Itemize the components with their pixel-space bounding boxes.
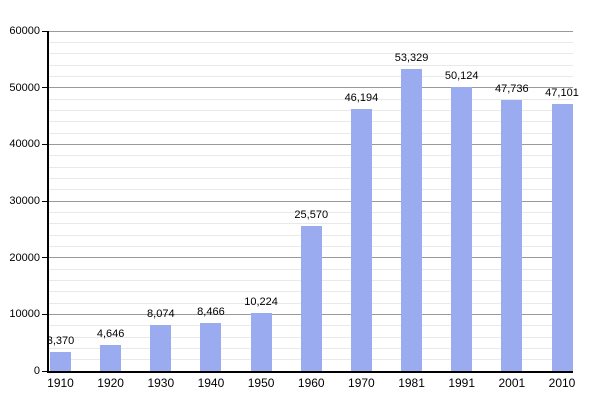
bar xyxy=(150,325,172,371)
bar xyxy=(300,226,322,371)
bar-value-label: 8,074 xyxy=(147,308,175,321)
major-gridline xyxy=(49,30,573,32)
y-axis-tick xyxy=(42,87,47,89)
bar xyxy=(200,323,222,371)
minor-gridline xyxy=(49,109,573,111)
bar-value-label: 47,101 xyxy=(545,87,579,100)
bar xyxy=(100,344,122,371)
y-axis-label: 20000 xyxy=(9,251,40,264)
x-axis-label: 1950 xyxy=(247,376,275,390)
bar xyxy=(551,104,573,371)
bar xyxy=(401,68,423,371)
minor-gridline xyxy=(49,223,573,225)
minor-gridline xyxy=(49,155,573,157)
y-axis-label: 0 xyxy=(33,365,40,377)
bar xyxy=(50,351,71,371)
y-axis-label: 60000 xyxy=(9,25,40,37)
y-axis-tick xyxy=(42,143,47,145)
bar xyxy=(350,109,372,371)
minor-gridline xyxy=(49,98,573,100)
bar-value-label: 50,124 xyxy=(444,69,479,82)
y-axis-tick xyxy=(42,257,47,259)
minor-gridline xyxy=(49,121,573,123)
y-axis-label: 10000 xyxy=(9,308,40,321)
bar-value-label: 53,329 xyxy=(394,51,429,64)
y-axis-tick xyxy=(42,30,47,32)
x-axis-label: 2010 xyxy=(548,376,576,390)
bar xyxy=(501,100,523,371)
x-axis-label: 1991 xyxy=(448,376,476,390)
y-axis-label: 40000 xyxy=(9,138,40,151)
major-gridline xyxy=(49,143,573,145)
minor-gridline xyxy=(49,211,573,213)
plot-area xyxy=(49,30,573,371)
minor-gridline xyxy=(49,189,573,191)
bar-value-label: 47,736 xyxy=(495,83,529,96)
y-axis-label: 30000 xyxy=(9,195,40,207)
major-gridline xyxy=(49,87,573,89)
y-axis-tick xyxy=(42,200,47,202)
bar-value-label: 4,646 xyxy=(96,327,125,340)
y-axis-label: 50000 xyxy=(9,81,40,94)
y-axis-line xyxy=(47,31,49,373)
x-axis-label: 1981 xyxy=(398,376,425,390)
x-axis-label: 1970 xyxy=(348,376,375,390)
bar xyxy=(250,313,272,371)
minor-gridline xyxy=(49,41,573,43)
y-axis-tick xyxy=(42,313,47,315)
y-axis-tick xyxy=(42,370,47,372)
bar xyxy=(451,86,473,371)
x-axis-label: 1910 xyxy=(47,376,74,390)
minor-gridline xyxy=(49,132,573,134)
bar-value-label: 46,194 xyxy=(344,92,379,105)
x-axis-line xyxy=(47,371,573,373)
x-axis-label: 1930 xyxy=(147,376,175,390)
bar-value-label: 8,466 xyxy=(197,306,225,319)
major-gridline xyxy=(49,200,573,202)
minor-gridline xyxy=(49,64,573,66)
x-axis-label: 1940 xyxy=(197,376,225,390)
bar-value-label: 25,570 xyxy=(294,209,329,222)
bar-value-label: 3,370 xyxy=(46,334,75,347)
x-axis-label: 1920 xyxy=(97,376,124,390)
minor-gridline xyxy=(49,53,573,55)
x-axis-label: 1960 xyxy=(297,376,325,390)
x-axis-label: 2001 xyxy=(498,376,526,390)
bar-value-label: 10,224 xyxy=(244,296,278,309)
minor-gridline xyxy=(49,75,573,77)
minor-gridline xyxy=(49,177,573,179)
minor-gridline xyxy=(49,166,573,168)
